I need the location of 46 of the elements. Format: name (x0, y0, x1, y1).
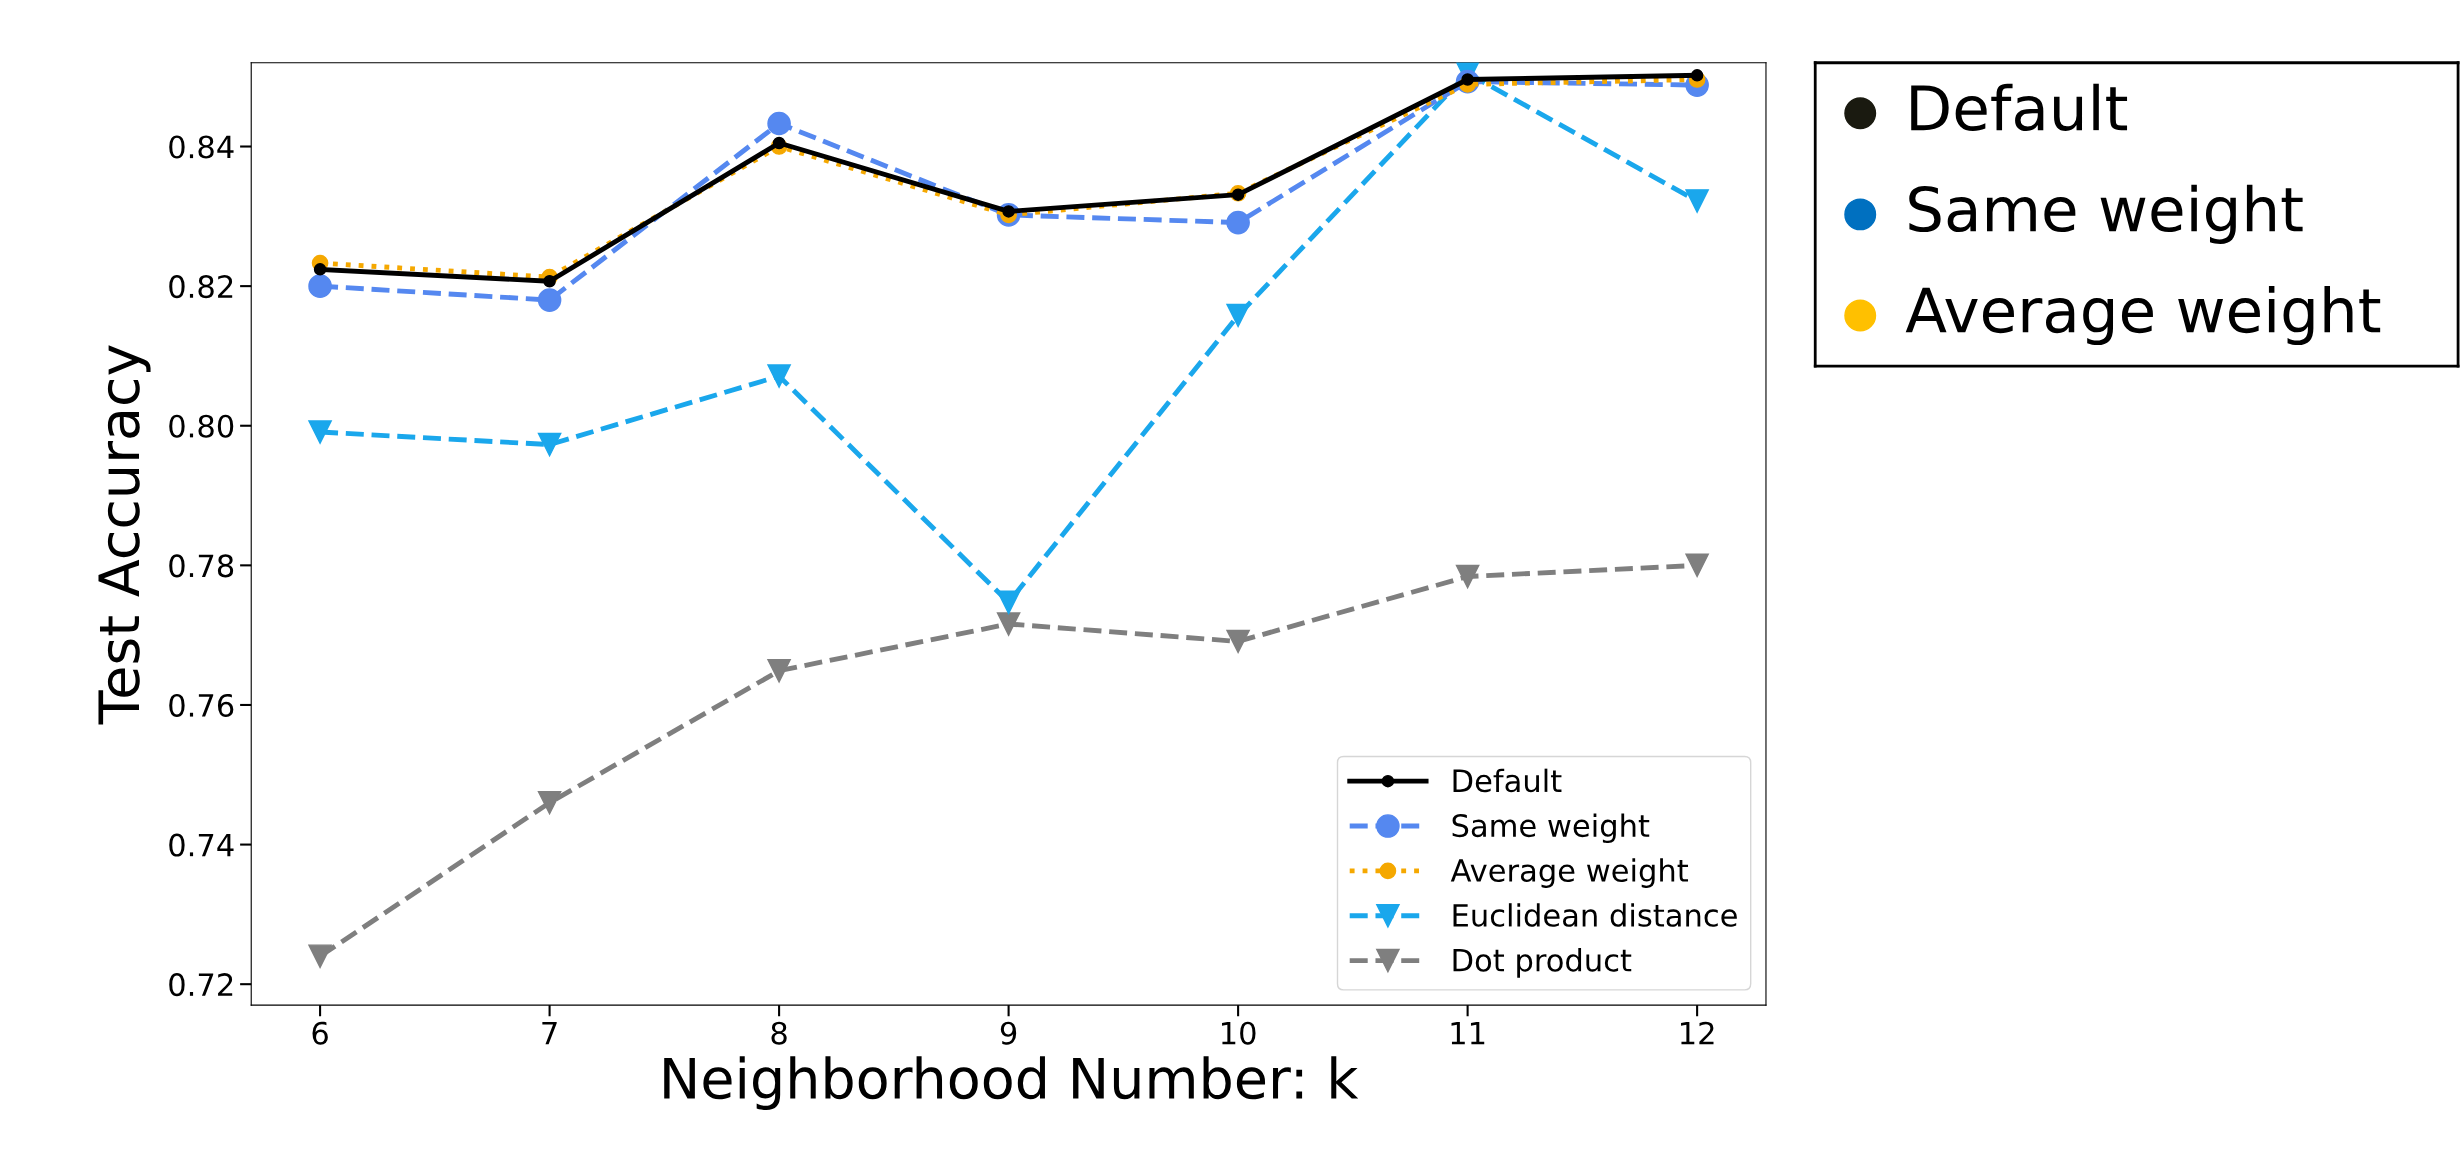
point (1455, 564, 1480, 589)
category-label: Average weight (1905, 285, 2381, 346)
category-label: Default (1911, 83, 2128, 132)
x-tick-label: 8 (771, 1021, 787, 1045)
point (308, 420, 332, 444)
y-tick-label: 0.80 (169, 414, 234, 438)
point (1685, 553, 1709, 578)
legend-label: Same weight (1452, 813, 1650, 844)
point (767, 111, 791, 136)
point (543, 274, 556, 288)
point (537, 432, 562, 457)
y-tick-label: 0.74 (169, 833, 234, 857)
point (1231, 188, 1245, 201)
x-tick-label: 12 (1681, 1021, 1714, 1045)
point (313, 263, 327, 276)
legend-label: Default (1453, 768, 1562, 793)
point (1685, 189, 1709, 213)
x-tick-label: 6 (312, 1021, 328, 1045)
point (1226, 629, 1250, 654)
point (1226, 303, 1250, 328)
point (537, 790, 562, 815)
x-tick-label: 11 (1451, 1022, 1485, 1045)
legend-label: Euclidean distance (1453, 903, 1737, 927)
y-tick-label: 0.72 (169, 973, 233, 997)
point (1690, 69, 1704, 82)
x-tick-label: 9 (1000, 1021, 1017, 1045)
point (1226, 210, 1250, 235)
y-tick-label: 0.76 (169, 693, 234, 718)
legend-label: Dot product (1453, 948, 1632, 978)
y-tick-label: 0.84 (169, 135, 234, 159)
y-tick-label: 0.82 (169, 275, 233, 299)
category-label: Same weight (1909, 184, 2303, 244)
legend-label: Average weight (1450, 858, 1689, 888)
point (767, 364, 791, 388)
y-axis-title: Test Accuracy (98, 345, 151, 725)
point (308, 274, 332, 298)
y-tick-label: 0.78 (169, 554, 234, 578)
point (996, 612, 1021, 636)
point (537, 288, 562, 312)
point (996, 590, 1021, 615)
point (308, 944, 332, 969)
x-axis-title: Neighborhood Number: k (664, 1056, 1359, 1110)
x-tick-label: 7 (542, 1022, 557, 1045)
point (767, 658, 791, 683)
point (772, 136, 786, 150)
x-tick-label: 10 (1222, 1021, 1256, 1045)
